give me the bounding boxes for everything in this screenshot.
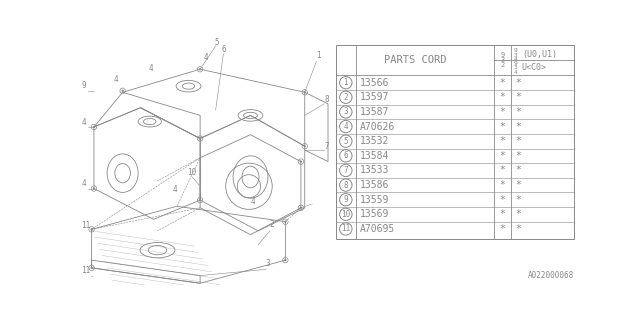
Text: *: * bbox=[516, 224, 522, 234]
Circle shape bbox=[303, 91, 306, 93]
Text: 2: 2 bbox=[344, 93, 348, 102]
Text: 13586: 13586 bbox=[360, 180, 389, 190]
Text: 4: 4 bbox=[173, 185, 178, 194]
Text: 11: 11 bbox=[341, 224, 351, 234]
Text: 13532: 13532 bbox=[360, 136, 389, 146]
Text: *: * bbox=[516, 136, 522, 146]
Text: 9
3
4: 9 3 4 bbox=[513, 61, 517, 75]
Text: 10: 10 bbox=[187, 168, 196, 178]
Circle shape bbox=[90, 228, 93, 230]
Circle shape bbox=[284, 259, 287, 261]
Text: 7: 7 bbox=[344, 166, 348, 175]
Circle shape bbox=[93, 126, 95, 128]
Text: PARTS CORD: PARTS CORD bbox=[383, 55, 446, 65]
Circle shape bbox=[93, 188, 95, 190]
Text: 13533: 13533 bbox=[360, 165, 389, 175]
Text: 4: 4 bbox=[250, 197, 255, 206]
Text: 3: 3 bbox=[266, 259, 271, 268]
Text: *: * bbox=[499, 136, 506, 146]
Text: *: * bbox=[499, 151, 506, 161]
Text: 13587: 13587 bbox=[360, 107, 389, 117]
Text: 3: 3 bbox=[344, 108, 348, 116]
Text: 10: 10 bbox=[341, 210, 351, 219]
Text: *: * bbox=[516, 165, 522, 175]
Text: 13559: 13559 bbox=[360, 195, 389, 205]
Text: *: * bbox=[516, 78, 522, 88]
Text: 6: 6 bbox=[344, 151, 348, 160]
Text: 8: 8 bbox=[324, 95, 329, 104]
Text: 9
3
4: 9 3 4 bbox=[513, 48, 517, 62]
Text: *: * bbox=[499, 165, 506, 175]
Text: A70695: A70695 bbox=[360, 224, 395, 234]
Text: 1: 1 bbox=[344, 78, 348, 87]
Text: 4: 4 bbox=[81, 118, 86, 127]
Text: A022000068: A022000068 bbox=[528, 271, 575, 280]
Text: *: * bbox=[516, 195, 522, 205]
Text: 11: 11 bbox=[81, 221, 91, 230]
Text: *: * bbox=[499, 78, 506, 88]
Text: 13584: 13584 bbox=[360, 151, 389, 161]
Text: *: * bbox=[499, 107, 506, 117]
Text: *: * bbox=[499, 92, 506, 102]
Text: 1: 1 bbox=[316, 51, 321, 60]
Text: *: * bbox=[499, 195, 506, 205]
Text: *: * bbox=[516, 209, 522, 219]
Text: 5: 5 bbox=[344, 137, 348, 146]
Text: *: * bbox=[516, 92, 522, 102]
Text: *: * bbox=[499, 209, 506, 219]
Circle shape bbox=[199, 68, 202, 70]
Text: 4: 4 bbox=[204, 53, 209, 62]
Text: *: * bbox=[516, 122, 522, 132]
Text: U<C0>: U<C0> bbox=[522, 63, 547, 72]
Text: 11: 11 bbox=[81, 266, 91, 275]
Text: *: * bbox=[516, 107, 522, 117]
Text: 8: 8 bbox=[344, 180, 348, 189]
Circle shape bbox=[199, 137, 202, 140]
Circle shape bbox=[303, 145, 306, 147]
Circle shape bbox=[284, 220, 287, 223]
Circle shape bbox=[90, 267, 93, 269]
Text: *: * bbox=[499, 224, 506, 234]
Text: 4: 4 bbox=[148, 64, 153, 73]
Text: 7: 7 bbox=[324, 141, 329, 150]
Text: *: * bbox=[499, 180, 506, 190]
Text: 9
3
2: 9 3 2 bbox=[500, 52, 504, 68]
Text: 13569: 13569 bbox=[360, 209, 389, 219]
Text: (U0,U1): (U0,U1) bbox=[522, 50, 557, 59]
Bar bbox=[336, 44, 575, 239]
Text: A70626: A70626 bbox=[360, 122, 395, 132]
Text: 4: 4 bbox=[81, 179, 86, 188]
Text: 4: 4 bbox=[344, 122, 348, 131]
Text: *: * bbox=[499, 122, 506, 132]
Circle shape bbox=[300, 207, 302, 209]
Circle shape bbox=[300, 160, 302, 163]
Text: 13597: 13597 bbox=[360, 92, 389, 102]
Text: *: * bbox=[516, 151, 522, 161]
Circle shape bbox=[199, 199, 202, 201]
Text: *: * bbox=[516, 180, 522, 190]
Text: 2: 2 bbox=[270, 220, 275, 229]
Circle shape bbox=[122, 90, 124, 92]
Text: 4: 4 bbox=[114, 75, 119, 84]
Text: 9: 9 bbox=[81, 82, 86, 91]
Text: 5: 5 bbox=[214, 37, 219, 46]
Text: 6: 6 bbox=[222, 45, 227, 54]
Text: 13566: 13566 bbox=[360, 78, 389, 88]
Text: 9: 9 bbox=[344, 195, 348, 204]
